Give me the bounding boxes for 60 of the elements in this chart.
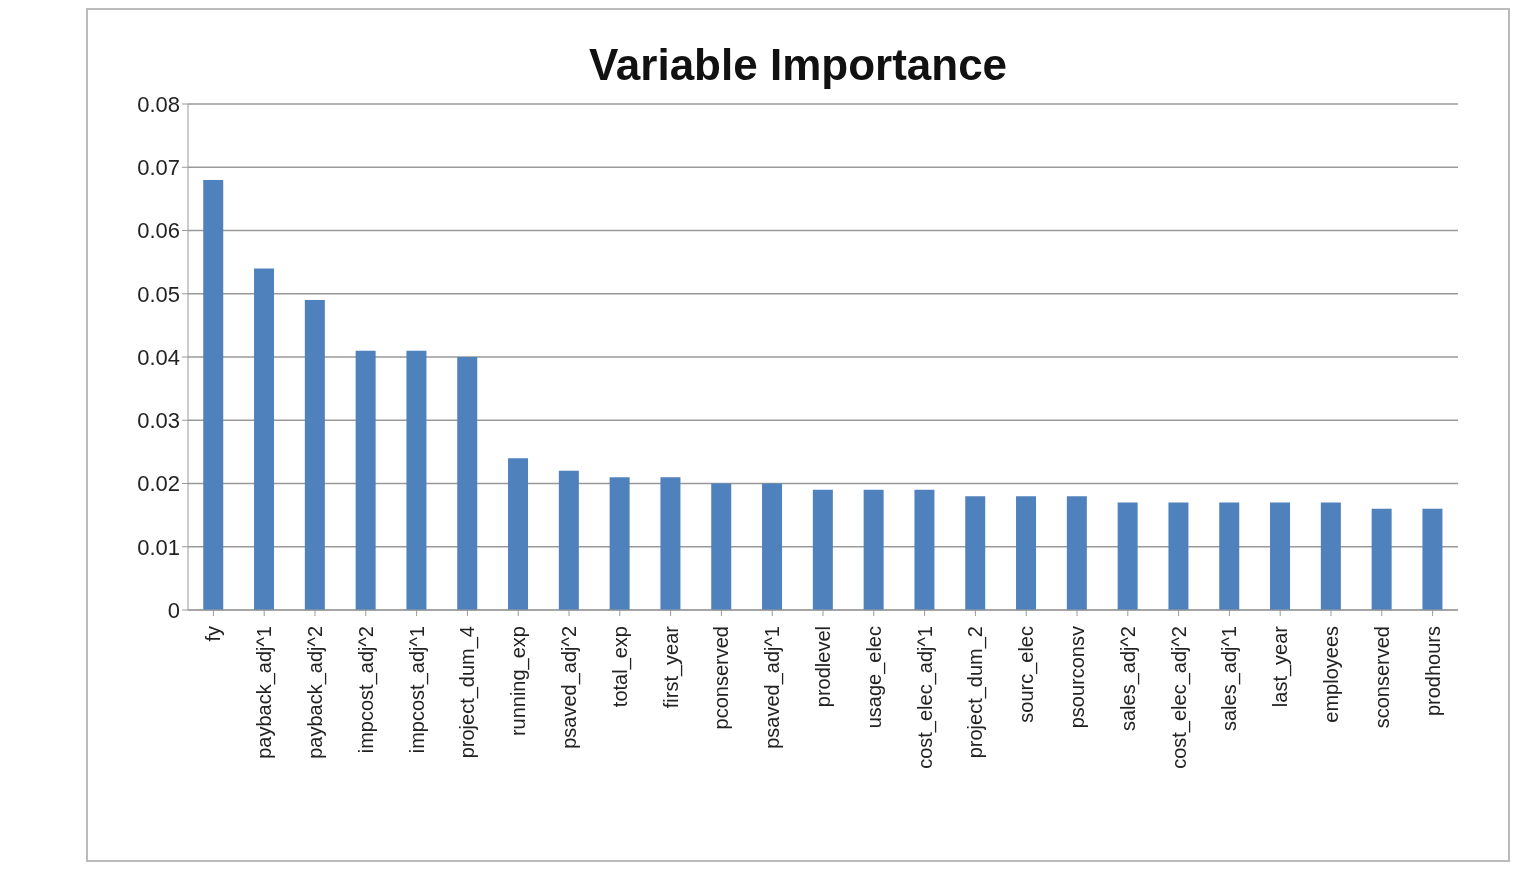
bar xyxy=(660,477,681,610)
bar xyxy=(1371,508,1392,610)
x-tick-label: prodlevel xyxy=(812,626,834,708)
y-tick-label: 0.04 xyxy=(137,344,180,370)
bar xyxy=(762,483,783,610)
x-tick-label: psourconsv xyxy=(1066,626,1088,729)
bar xyxy=(304,300,325,610)
bar xyxy=(1117,502,1138,610)
bar xyxy=(1320,502,1341,610)
x-tick-label: payback_adj^1 xyxy=(253,626,277,759)
bar xyxy=(914,489,935,610)
x-tick-label: fy xyxy=(202,626,225,642)
bar xyxy=(1066,496,1087,610)
bar xyxy=(965,496,986,610)
y-tick-label: 0.05 xyxy=(137,281,180,307)
chart-title: Variable Importance xyxy=(587,40,1009,90)
bar xyxy=(254,268,275,610)
x-tick-label: cost_elec_adj^1 xyxy=(913,626,937,769)
x-tick-label: psaved_adj^2 xyxy=(558,626,581,749)
x-tick-label: project_dum_2 xyxy=(964,626,988,759)
y-tick-label: 0.03 xyxy=(137,408,180,434)
y-tick-label: 0.01 xyxy=(137,534,180,560)
x-tick-label: prodhours xyxy=(1421,626,1444,717)
bar xyxy=(863,489,884,610)
bar xyxy=(406,350,427,610)
bar xyxy=(457,357,478,610)
bar xyxy=(1168,502,1189,610)
bar xyxy=(508,458,529,610)
x-tick-label: sconserved xyxy=(1370,626,1393,729)
x-tick-label: running_exp xyxy=(507,626,531,737)
bar xyxy=(1422,508,1443,610)
bar xyxy=(1270,502,1291,610)
x-tick-label: employees xyxy=(1320,626,1342,723)
y-tick-label: 0.02 xyxy=(137,471,180,497)
bar xyxy=(1016,496,1037,610)
bar xyxy=(609,477,630,610)
x-tick-label: usage_elec xyxy=(862,626,886,729)
bar xyxy=(558,470,579,610)
x-tick-label: project_dum_4 xyxy=(456,626,480,759)
bar xyxy=(711,483,732,610)
y-tick-label: 0 xyxy=(167,597,180,623)
x-tick-label: sales_adj^1 xyxy=(1218,626,1242,732)
bar xyxy=(812,489,833,610)
x-tick-label: total_exp xyxy=(608,626,632,708)
x-tick-label: sourc_elec xyxy=(1015,626,1039,723)
x-tick-label: first_year xyxy=(659,625,683,709)
x-tick-label: last_year xyxy=(1269,625,1293,708)
x-tick-label: psaved_adj^1 xyxy=(761,626,785,749)
y-tick-label: 0.06 xyxy=(137,218,180,244)
x-tick-label: pconserved xyxy=(710,626,733,730)
y-tick-label: 0.08 xyxy=(137,91,180,117)
y-tick-label: 0.07 xyxy=(137,155,180,181)
x-tick-label: impcost_adj^1 xyxy=(405,626,429,754)
bar xyxy=(203,179,224,610)
x-tick-label: impcost_adj^2 xyxy=(354,626,378,754)
bar xyxy=(1219,502,1240,610)
x-tick-label: payback_adj^2 xyxy=(304,626,327,759)
bar xyxy=(355,350,376,610)
x-tick-label: sales_adj^2 xyxy=(1116,626,1140,732)
x-tick-label: cost_elec_adj^2 xyxy=(1167,626,1191,769)
